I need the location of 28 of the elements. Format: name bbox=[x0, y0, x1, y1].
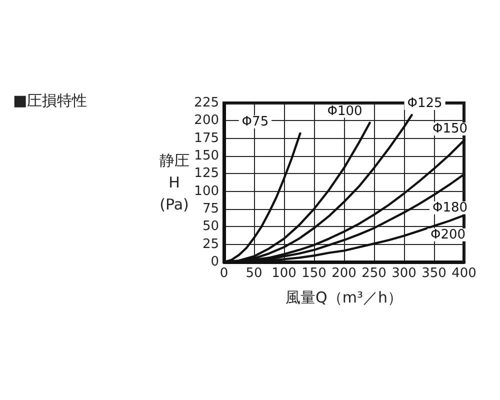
y-axis-title: 静圧 H (Pa) bbox=[159, 152, 190, 214]
x-tick-label: 400 bbox=[452, 266, 476, 281]
y-tick-label: 75 bbox=[202, 202, 219, 216]
y-tick-label: 0 bbox=[210, 254, 219, 270]
y-tick-label: 25 bbox=[202, 236, 219, 252]
x-tick-label: 50 bbox=[246, 266, 262, 281]
x-axis-title: 風量Q（m³／h） bbox=[286, 288, 402, 306]
y-tick-label: 50 bbox=[202, 219, 219, 234]
series-label: Φ100 bbox=[327, 104, 362, 119]
x-tick-label: 200 bbox=[332, 266, 356, 281]
text: Φ75 bbox=[242, 114, 269, 130]
x-tick-label: 350 bbox=[422, 266, 446, 281]
series-label: Φ150 bbox=[432, 121, 468, 136]
y-tick-label: 225 bbox=[194, 96, 219, 110]
series-label: Φ200 bbox=[430, 227, 466, 242]
x-tick-label: 250 bbox=[362, 266, 386, 281]
series-label: Φ125 bbox=[407, 96, 442, 112]
x-tick-label: 100 bbox=[272, 266, 296, 281]
x-tick-label: 150 bbox=[302, 266, 326, 281]
y-tick-label: 175 bbox=[194, 130, 219, 146]
y-tick-label: 125 bbox=[194, 166, 219, 182]
x-tick-label: 0 bbox=[220, 266, 228, 281]
x-tick-label: 300 bbox=[392, 266, 416, 281]
y-tick-label: 150 bbox=[194, 148, 219, 164]
text: ■圧損特性 bbox=[13, 92, 88, 110]
y-tick-label: 200 bbox=[194, 113, 219, 128]
y-tick-label: 100 bbox=[194, 184, 219, 199]
series-label: Φ180 bbox=[432, 200, 468, 216]
